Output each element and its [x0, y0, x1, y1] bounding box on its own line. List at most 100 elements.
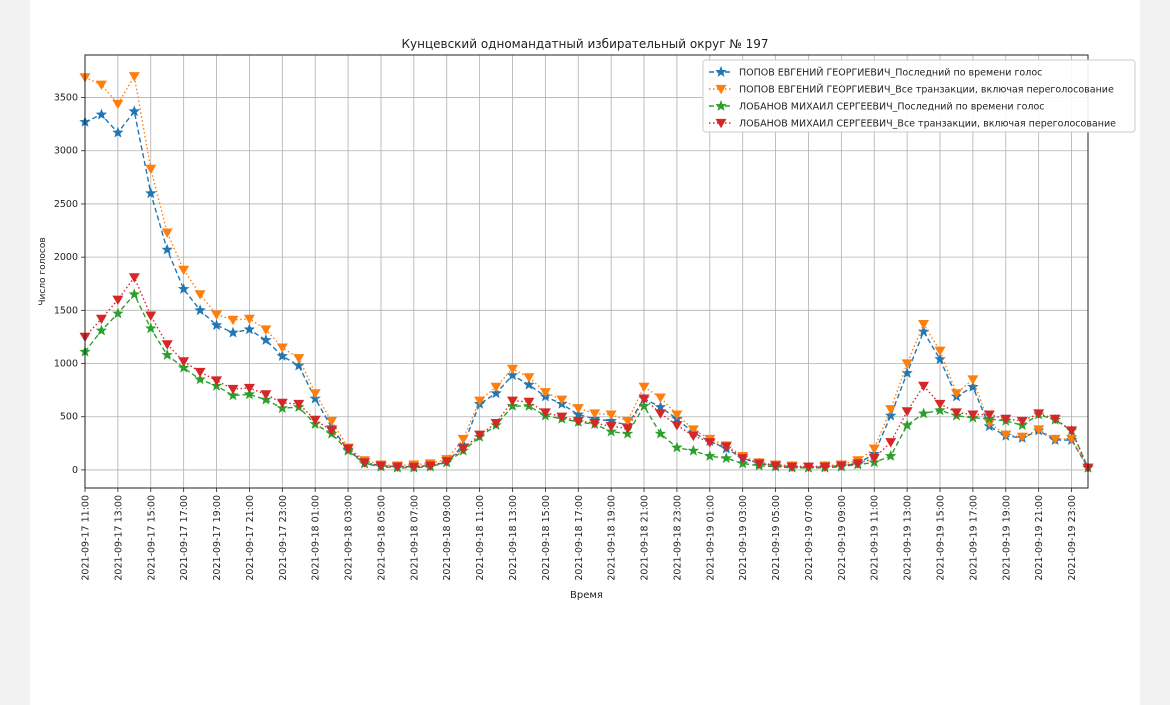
legend: ПОПОВ ЕВГЕНИЙ ГЕОРГИЕВИЧ_Последний по вр… [702, 59, 1136, 133]
data-point [868, 454, 880, 464]
data-point [720, 442, 732, 452]
data-point [1016, 432, 1028, 443]
data-point [901, 419, 913, 431]
x-tick-label: 2021-09-19 05:00 [771, 495, 782, 581]
legend-box [702, 59, 1136, 133]
data-point [243, 383, 255, 394]
data-point [178, 265, 190, 276]
data-point [917, 325, 930, 337]
data-point [934, 346, 946, 356]
x-tick-label: 2021-09-18 07:00 [409, 495, 420, 581]
data-point [243, 314, 255, 325]
legend-marker [715, 100, 727, 111]
data-point [112, 99, 124, 110]
data-point [934, 399, 946, 410]
data-point [391, 462, 403, 472]
data-point [885, 405, 897, 415]
x-tick-label: 2021-09-18 17:00 [574, 495, 585, 581]
x-tick-label: 2021-09-17 13:00 [113, 495, 124, 581]
data-point [227, 384, 239, 395]
data-point [852, 459, 864, 469]
x-tick-label: 2021-09-17 17:00 [179, 495, 190, 581]
legend-marker [715, 84, 727, 95]
data-point [128, 105, 140, 117]
x-axis-label: Время [570, 590, 603, 601]
data-point [95, 80, 107, 91]
y-tick-label: 0 [72, 465, 78, 476]
data-point [260, 390, 272, 400]
data-point [967, 410, 979, 420]
data-point [950, 408, 962, 418]
data-point [917, 407, 930, 419]
data-point [95, 314, 107, 325]
data-point [145, 311, 157, 321]
y-tick-label: 2000 [54, 252, 78, 263]
data-point [227, 326, 239, 338]
data-point [671, 421, 683, 431]
data-point [342, 444, 354, 454]
chart-title: Кунцевский одномандатный избирательный о… [401, 37, 768, 51]
x-tick-label: 2021-09-17 15:00 [146, 495, 157, 581]
data-point [507, 364, 519, 375]
data-point [720, 452, 732, 464]
data-point [687, 431, 699, 442]
legend-label: ЛОБАНОВ МИХАИЛ СЕРГЕЕВИЧ_Все транзакции,… [739, 119, 1116, 130]
data-point [326, 426, 338, 436]
x-tick-label: 2021-09-19 17:00 [968, 495, 979, 581]
data-point [210, 319, 223, 331]
data-point [112, 307, 124, 319]
data-point [687, 444, 700, 456]
x-tick-label: 2021-09-19 09:00 [837, 495, 848, 581]
data-point [770, 461, 782, 471]
data-point [638, 400, 650, 411]
data-point [654, 409, 666, 419]
x-tick-label: 2021-09-17 23:00 [278, 495, 289, 581]
data-point [704, 438, 716, 448]
data-point [293, 359, 305, 371]
legend-label: ПОПОВ ЕВГЕНИЙ ГЕОРГИЕВИЧ_Последний по вр… [739, 67, 1042, 79]
x-tick-label: 2021-09-17 11:00 [81, 495, 92, 581]
x-tick-label: 2021-09-18 01:00 [311, 495, 322, 581]
series-layer [79, 72, 1094, 474]
data-point [194, 367, 206, 378]
x-tick-label: 2021-09-18 19:00 [607, 495, 618, 581]
data-point [523, 397, 535, 408]
x-tick-label: 2021-09-18 15:00 [541, 495, 552, 581]
data-point [1000, 414, 1012, 425]
data-point [490, 387, 502, 399]
data-point [572, 408, 584, 420]
data-point [326, 416, 338, 427]
data-point [868, 444, 880, 454]
data-point [441, 457, 453, 467]
x-tick-label: 2021-09-19 01:00 [705, 495, 716, 581]
series-line [84, 109, 1089, 469]
data-point [523, 378, 535, 390]
data-point [638, 394, 650, 404]
plot-frame [84, 54, 1089, 489]
data-point [474, 396, 486, 406]
data-point [194, 373, 206, 385]
y-tick-label: 3000 [54, 146, 78, 157]
y-tick-label: 1500 [54, 305, 78, 316]
data-point [128, 72, 140, 82]
data-point [95, 108, 108, 120]
data-point [918, 320, 930, 330]
data-point [539, 408, 551, 418]
data-point [178, 357, 190, 367]
data-point [128, 273, 140, 283]
x-tick-label: 2021-09-18 03:00 [344, 495, 355, 581]
y-tick-label: 2500 [54, 199, 78, 210]
data-point [359, 458, 371, 468]
data-point [704, 450, 716, 461]
data-point [309, 415, 321, 426]
legend-label: ПОПОВ ЕВГЕНИЙ ГЕОРГИЕВИЧ_Все транзакции,… [739, 84, 1114, 96]
x-tick-label: 2021-09-19 03:00 [738, 495, 749, 581]
data-point [112, 295, 124, 305]
data-point [983, 410, 995, 420]
y-tick-label: 3500 [54, 93, 78, 104]
x-tick-label: 2021-09-19 23:00 [1067, 495, 1078, 581]
data-point [901, 407, 913, 417]
series-line [84, 293, 1089, 469]
data-point [654, 401, 667, 412]
data-point [901, 367, 913, 378]
